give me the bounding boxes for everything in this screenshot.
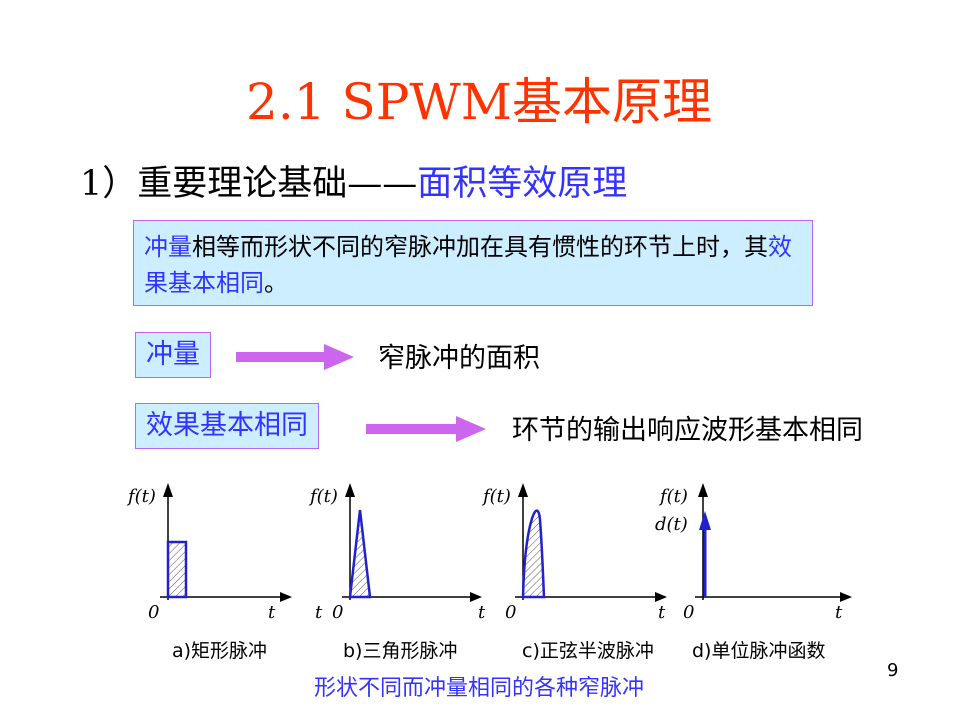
effect-label-box: 效果基本相同 (135, 403, 319, 449)
effect-meaning: 环节的输出响应波形基本相同 (512, 415, 863, 446)
definition-text: 相等而形状不同的窄脉冲加在具有惯性的环节上时，其 (192, 233, 768, 261)
axis-ylabel: f(t) (126, 486, 156, 507)
axis-origin: 0 (683, 602, 694, 623)
plot-triangular-pulse: f(t) 0 t (308, 483, 482, 623)
axis-xlabel: t (658, 602, 666, 623)
axis-xlabel: t (835, 602, 843, 623)
axis-xlabel: t (315, 602, 323, 623)
impulse-label-box: 冲量 (135, 332, 211, 378)
caption-rectangular: a)矩形脉冲 (172, 640, 268, 662)
caption-half-sine: c)正弦半波脉冲 (522, 640, 654, 662)
caption-unit-impulse: d)单位脉冲函数 (692, 640, 826, 662)
axis-ylabel: f(t) (308, 486, 338, 507)
pulse-figure: f(t) 0 t f(t) 0 t f(t) 0 t f(t) d(t) 0 t… (126, 483, 852, 623)
plot-half-sine-pulse: f(t) 0 t (478, 483, 667, 623)
definition-term-impulse: 冲量 (144, 233, 192, 261)
axis-origin: 0 (148, 602, 159, 623)
subtitle-prefix: 1）重要理论基础—— (80, 164, 418, 204)
axis-xlabel: t (478, 602, 486, 623)
axis-xlabel: t (268, 602, 276, 623)
definition-end: 。 (264, 269, 288, 297)
caption-triangular: b)三角形脉冲 (343, 640, 458, 662)
impulse-meaning: 窄脉冲的面积 (378, 343, 540, 374)
arrow-icon (236, 344, 354, 370)
figure-caption: 形状不同而冲量相同的各种窄脉冲 (313, 676, 644, 701)
axis-ylabel: f(t) (658, 486, 688, 507)
axis-origin: 0 (505, 602, 516, 623)
slide-title: 2.1 SPWM基本原理 (246, 73, 712, 131)
plot-rectangular-pulse: f(t) 0 t (126, 483, 292, 623)
definition-term-effect: 效果基本相同 (144, 233, 792, 297)
subtitle-highlight: 面积等效原理 (417, 164, 628, 204)
definition-box: 冲量相等而形状不同的窄脉冲加在具有惯性的环节上时，其效果基本相同。 (133, 220, 813, 306)
plot-unit-impulse: f(t) d(t) 0 t t (655, 483, 852, 623)
arrow-icon (366, 416, 486, 442)
page-number: 9 (887, 660, 899, 681)
subtitle: 1）重要理论基础——面积等效原理 (80, 155, 627, 206)
axis-ylabel: f(t) (481, 486, 511, 507)
axis-origin: 0 (332, 602, 343, 623)
axis-ylabel-d: d(t) (655, 514, 688, 535)
